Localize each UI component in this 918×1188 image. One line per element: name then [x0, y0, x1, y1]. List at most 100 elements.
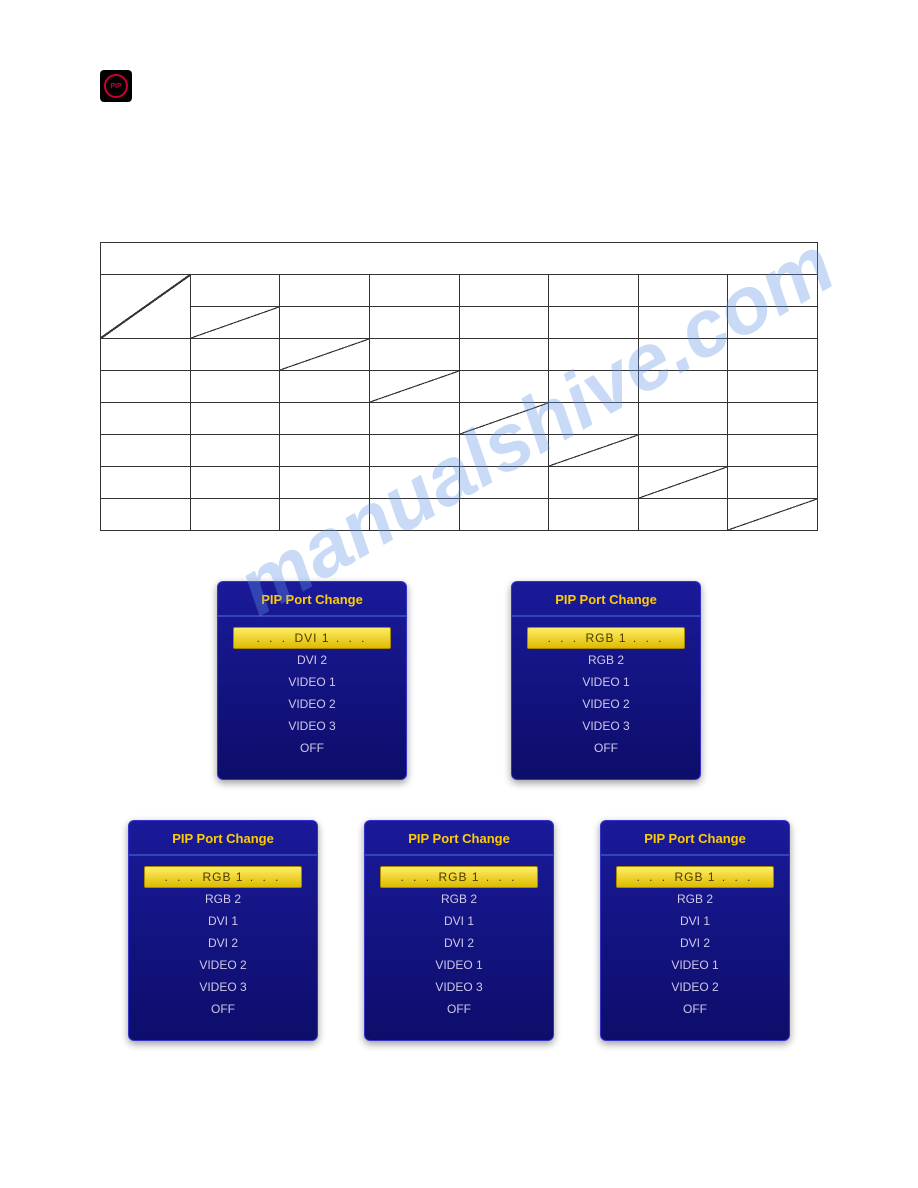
table-cell [280, 371, 370, 403]
table-cell [280, 467, 370, 499]
dialog-body: . . . RGB 1 . . . RGB 2 DVI 1 DVI 2 VIDE… [365, 856, 553, 1040]
dialog-item[interactable]: VIDEO 3 [380, 976, 538, 998]
sel-dots-right: . . . [244, 870, 282, 884]
dialog-item[interactable]: OFF [144, 998, 302, 1020]
dialog-item-label: RGB 1 [674, 870, 715, 884]
dialog-item[interactable]: DVI 2 [144, 932, 302, 954]
dialog-item[interactable]: OFF [527, 737, 685, 759]
table-cell [728, 339, 818, 371]
table-row [101, 403, 818, 435]
dialog-item[interactable]: VIDEO 1 [616, 954, 774, 976]
dialog-item-selected[interactable]: . . . DVI 1 . . . [233, 627, 391, 649]
table-row [101, 275, 818, 307]
table-cell [728, 467, 818, 499]
dialog-item-selected[interactable]: . . . RGB 1 . . . [616, 866, 774, 888]
table-cell [459, 307, 549, 339]
table-row [101, 307, 818, 339]
sel-dots-left: . . . [547, 631, 585, 645]
dialog-item[interactable]: OFF [233, 737, 391, 759]
table-cell [728, 403, 818, 435]
table-cell [369, 339, 459, 371]
table-cell [280, 307, 370, 339]
table-cell [728, 275, 818, 307]
dialog-item[interactable]: OFF [380, 998, 538, 1020]
table-cell [459, 371, 549, 403]
pip-circle-icon: PIP [104, 74, 128, 98]
table-cell [549, 403, 639, 435]
table-row [101, 499, 818, 531]
sel-dots-left: . . . [256, 631, 294, 645]
pip-icon-label: PIP [110, 83, 121, 90]
dialog-item[interactable]: VIDEO 1 [527, 671, 685, 693]
dialog-item[interactable]: DVI 2 [380, 932, 538, 954]
table-cell [638, 499, 728, 531]
dialog-item-selected[interactable]: . . . RGB 1 . . . [144, 866, 302, 888]
dialog-title: PIP Port Change [365, 821, 553, 856]
table-cell [459, 339, 549, 371]
dialog-item[interactable]: VIDEO 3 [144, 976, 302, 998]
table-row [101, 243, 818, 275]
compatibility-table [100, 242, 818, 531]
table-diag-cell [638, 467, 728, 499]
pip-dialog: PIP Port Change . . . DVI 1 . . . DVI 2 … [217, 581, 407, 780]
sel-dots-left: . . . [400, 870, 438, 884]
top-row: PIP [100, 70, 818, 102]
dialog-item[interactable]: DVI 1 [616, 910, 774, 932]
table-cell [728, 371, 818, 403]
table-cell [280, 275, 370, 307]
table-row [101, 371, 818, 403]
dialog-item[interactable]: VIDEO 2 [527, 693, 685, 715]
table-cell [369, 435, 459, 467]
dialog-item-selected[interactable]: . . . RGB 1 . . . [380, 866, 538, 888]
dialog-title: PIP Port Change [601, 821, 789, 856]
sel-dots-right: . . . [480, 870, 518, 884]
dialog-item[interactable]: VIDEO 1 [233, 671, 391, 693]
dialog-item[interactable]: DVI 2 [616, 932, 774, 954]
dialog-item[interactable]: VIDEO 3 [233, 715, 391, 737]
sel-dots-left: . . . [636, 870, 674, 884]
table-cell [101, 435, 191, 467]
dialog-item[interactable]: RGB 2 [144, 888, 302, 910]
table-cell [101, 371, 191, 403]
dialog-item-selected[interactable]: . . . RGB 1 . . . [527, 627, 685, 649]
table-diag-cell [549, 435, 639, 467]
table-cell [549, 499, 639, 531]
sel-dots-left: . . . [164, 870, 202, 884]
dialog-item[interactable]: VIDEO 1 [380, 954, 538, 976]
table-cell [638, 435, 728, 467]
dialog-item[interactable]: VIDEO 2 [616, 976, 774, 998]
dialog-item[interactable]: RGB 2 [527, 649, 685, 671]
dialog-item[interactable]: VIDEO 2 [144, 954, 302, 976]
table-cell [459, 275, 549, 307]
table-cell [101, 499, 191, 531]
table-diag-cell [280, 339, 370, 371]
dialog-item[interactable]: DVI 1 [144, 910, 302, 932]
dialog-item-label: RGB 1 [585, 631, 626, 645]
dialog-item[interactable]: VIDEO 2 [233, 693, 391, 715]
dialog-item[interactable]: OFF [616, 998, 774, 1020]
table-diag-cell [369, 371, 459, 403]
table-cell [459, 499, 549, 531]
dialog-title: PIP Port Change [218, 582, 406, 617]
dialog-item[interactable]: DVI 1 [380, 910, 538, 932]
dialog-item[interactable]: DVI 2 [233, 649, 391, 671]
sel-dots-right: . . . [330, 631, 368, 645]
dialog-body: . . . DVI 1 . . . DVI 2 VIDEO 1 VIDEO 2 … [218, 617, 406, 779]
table-cell [280, 499, 370, 531]
dialog-body: . . . RGB 1 . . . RGB 2 VIDEO 1 VIDEO 2 … [512, 617, 700, 779]
table-diag-cell [728, 499, 818, 531]
table-cell [190, 499, 280, 531]
pip-dialog: PIP Port Change . . . RGB 1 . . . RGB 2 … [600, 820, 790, 1041]
dialog-item[interactable]: VIDEO 3 [527, 715, 685, 737]
table-cell [280, 403, 370, 435]
pip-dialog: PIP Port Change . . . RGB 1 . . . RGB 2 … [511, 581, 701, 780]
table-header-merged [101, 243, 818, 275]
table-cell [549, 275, 639, 307]
dialog-title: PIP Port Change [512, 582, 700, 617]
pip-dialog: PIP Port Change . . . RGB 1 . . . RGB 2 … [128, 820, 318, 1041]
dialog-item[interactable]: RGB 2 [380, 888, 538, 910]
table-cell [459, 435, 549, 467]
table-cell [549, 307, 639, 339]
table-cell [728, 435, 818, 467]
dialog-item[interactable]: RGB 2 [616, 888, 774, 910]
